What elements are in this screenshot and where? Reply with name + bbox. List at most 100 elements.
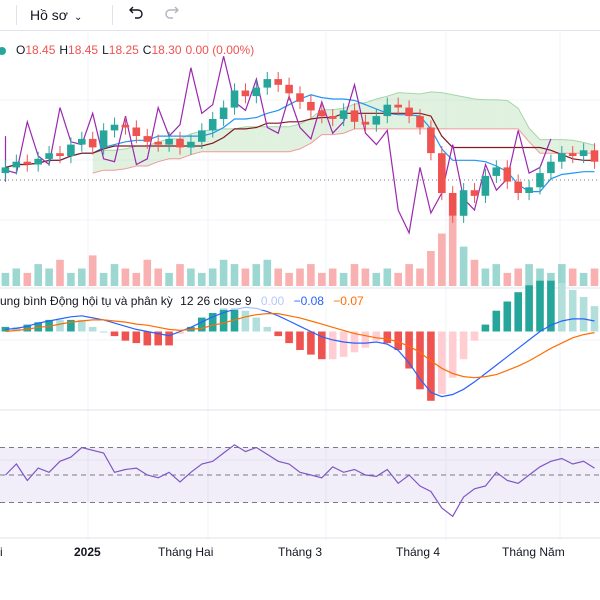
candle-body [481,175,490,196]
x-tick-label: 2025 [74,545,101,559]
candle-body [514,181,522,193]
macd-histogram-bar [1,326,10,332]
volume-bar [154,268,162,286]
macd-histogram-bar [56,319,64,332]
cloud-segment [463,96,475,129]
macd-histogram-bar [350,331,359,353]
open-value: 18.45 [25,43,56,57]
volume-bar [405,264,413,286]
x-tick-label: i [0,545,3,559]
candle-body [67,144,75,156]
macd-histogram-bar [416,331,424,390]
candle-body [470,190,479,196]
cloud-segment [572,140,584,154]
candle-body [263,79,272,88]
x-tick-label: Tháng 3 [278,545,322,559]
macd-histogram-bar [78,319,86,332]
rsi-pane [0,444,600,518]
macd-signal-value: −0.07 [333,294,364,308]
volume-bar [568,268,577,286]
macd-title: ung bình Động hội tụ và phân kỳ [0,294,173,308]
candle-body [383,104,392,117]
candle-body [198,130,206,142]
volume-bar [438,233,446,286]
macd-histogram-bar [12,326,21,332]
volume-bar [121,268,130,286]
candle-body [568,153,577,156]
volume-bar [252,264,261,286]
change-value: 0.00 (0.00%) [185,43,255,57]
candle-body [285,84,293,94]
macd-histogram-bar [263,326,272,332]
x-tick-label: Tháng 4 [396,545,440,559]
macd-histogram-bar [99,331,108,333]
macd-histogram-bar [307,331,315,355]
volume-bar [45,268,53,286]
macd-histogram-bar [503,301,512,332]
x-axis: i 2025 Tháng Hai Tháng 3 Tháng 4 Tháng N… [0,545,565,559]
volume-bar [67,272,75,286]
macd-params: 12 26 close 9 [180,294,252,308]
cloud-segment [387,92,399,129]
candle-body [339,110,348,119]
macd-histogram-bar [579,296,588,332]
candle-body [361,121,370,125]
cloud-segment [507,100,519,129]
candle-body [547,161,555,174]
macd-histogram-bar [481,324,490,332]
cloud-segment [289,123,300,152]
low-value: 18.25 [108,43,139,57]
volume-bar [536,268,544,286]
cloud-segment [256,126,268,152]
macd-histogram-bar [241,310,250,332]
macd-histogram-bar [590,306,599,332]
macd-histogram-bar [132,331,141,344]
macd-histogram-bar [492,310,501,332]
cloud-segment [518,108,530,142]
cloud-segment [430,91,442,129]
undo-icon [129,6,143,19]
cloud-segment [452,94,464,129]
candle-body [394,104,402,108]
high-value: 18.45 [68,43,99,57]
volume-bar [263,259,272,287]
cloud-segment [223,128,235,152]
undo-button[interactable] [124,3,148,27]
volume-bar [176,264,184,286]
profile-dropdown[interactable]: Hồ sơ ⌄ [30,0,82,30]
volume-bar [12,268,21,286]
status-dot-icon [0,46,6,55]
cloud-segment [158,138,170,162]
macd-histogram-bar [143,331,152,346]
volume-bar [328,268,337,286]
macd-histogram-bar [525,285,533,332]
volume-bar [285,272,293,286]
signal-line [5,313,595,379]
volume-bar [394,272,402,286]
close-value: 18.30 [151,43,182,57]
macd-histogram-bar [176,331,184,334]
cloud-segment [441,92,453,129]
toolbar-divider [112,5,113,25]
macd-line-value: −0.08 [293,294,324,308]
candle-body [536,173,544,188]
volume-bar [296,268,304,286]
macd-histogram-bar [470,331,479,341]
candle-body [154,141,162,145]
cloud-segment [550,139,562,154]
open-label: O [16,43,26,57]
redo-button[interactable] [160,3,184,27]
macd-histogram-bar [88,326,97,332]
cloud-segment [136,146,148,166]
candle-body [78,138,86,145]
x-tick-label: Tháng Năm [502,545,565,559]
cloud-segment [474,99,486,129]
candle-body [12,161,21,168]
candlesticks [1,71,599,223]
cloud-segment [496,99,508,129]
candle-body [492,167,501,176]
volume-bar [34,264,42,286]
volume-bar [1,272,10,286]
cloud-segment [234,126,246,152]
